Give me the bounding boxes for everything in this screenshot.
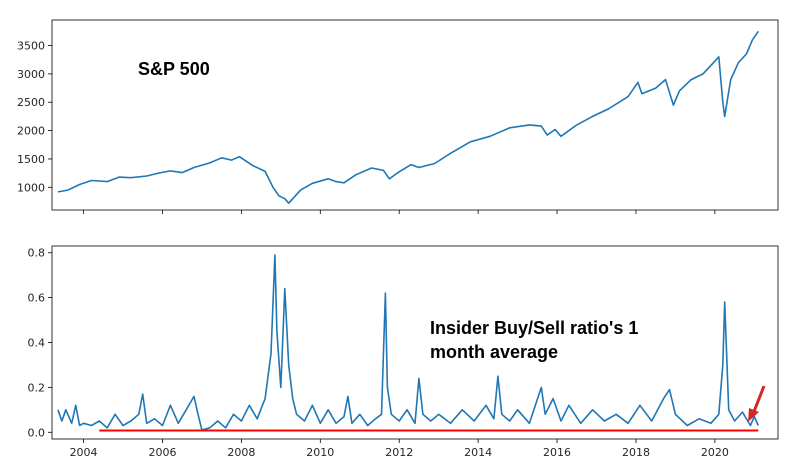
insider-x-tick-label: 2014 xyxy=(464,446,492,459)
insider-x-tick-label: 2010 xyxy=(306,446,334,459)
sp500-panel: 1000 1500 2000 2500 3000 3500 S&P 500 xyxy=(17,19,779,214)
insider-y-tick-label: 0.2 xyxy=(28,381,46,394)
insider-series xyxy=(57,254,760,432)
sp500-series-line-0 xyxy=(57,30,759,204)
insider-series-line-0 xyxy=(57,254,760,431)
insider-y-tick-label: 0.8 xyxy=(28,247,46,260)
insider-annotation: Insider Buy/Sell ratio's 1 month average xyxy=(430,318,638,362)
sp500-annotation: S&P 500 xyxy=(138,59,210,79)
sp500-y-tick-label: 1000 xyxy=(17,181,45,194)
insider-y-tick-label: 0.0 xyxy=(28,426,46,439)
sp500-x-axis xyxy=(83,210,716,214)
insider-x-tick-label: 2016 xyxy=(543,446,571,459)
insider-y-tick-label: 0.4 xyxy=(28,337,46,350)
insider-panel: 0.0 0.2 0.4 0.6 0.8 2004 2006 2008 2010 2012 2014… xyxy=(28,245,779,459)
insider-x-tick-label: 2008 xyxy=(227,446,255,459)
red-arrow-icon xyxy=(748,385,766,422)
insider-annotation-line: Insider Buy/Sell ratio's 1 xyxy=(430,318,638,338)
sp500-y-tick-label: 1500 xyxy=(17,153,45,166)
insider-x-axis: 2004 2006 2008 2010 2012 2014 2016 2018 2020 xyxy=(70,439,729,459)
sp500-series xyxy=(57,30,759,204)
sp500-y-tick-label: 2000 xyxy=(17,125,45,138)
insider-x-tick-label: 2012 xyxy=(385,446,413,459)
insider-x-tick-label: 2004 xyxy=(70,446,98,459)
insider-y-tick-label: 0.6 xyxy=(28,292,46,305)
insider-annotation-line: month average xyxy=(430,342,558,362)
sp500-y-tick-label: 3000 xyxy=(17,68,45,81)
sp500-y-axis: 1000 1500 2000 2500 3000 3500 xyxy=(17,40,52,194)
insider-x-tick-label: 2020 xyxy=(701,446,729,459)
insider-x-tick-label: 2006 xyxy=(148,446,176,459)
sp500-plot-frame xyxy=(51,19,779,211)
insider-y-axis: 0.0 0.2 0.4 0.6 0.8 xyxy=(28,247,52,439)
insider-plot-frame xyxy=(51,245,779,440)
insider-x-tick-label: 2018 xyxy=(622,446,650,459)
sp500-y-tick-label: 3500 xyxy=(17,40,45,53)
sp500-y-tick-label: 2500 xyxy=(17,96,45,109)
